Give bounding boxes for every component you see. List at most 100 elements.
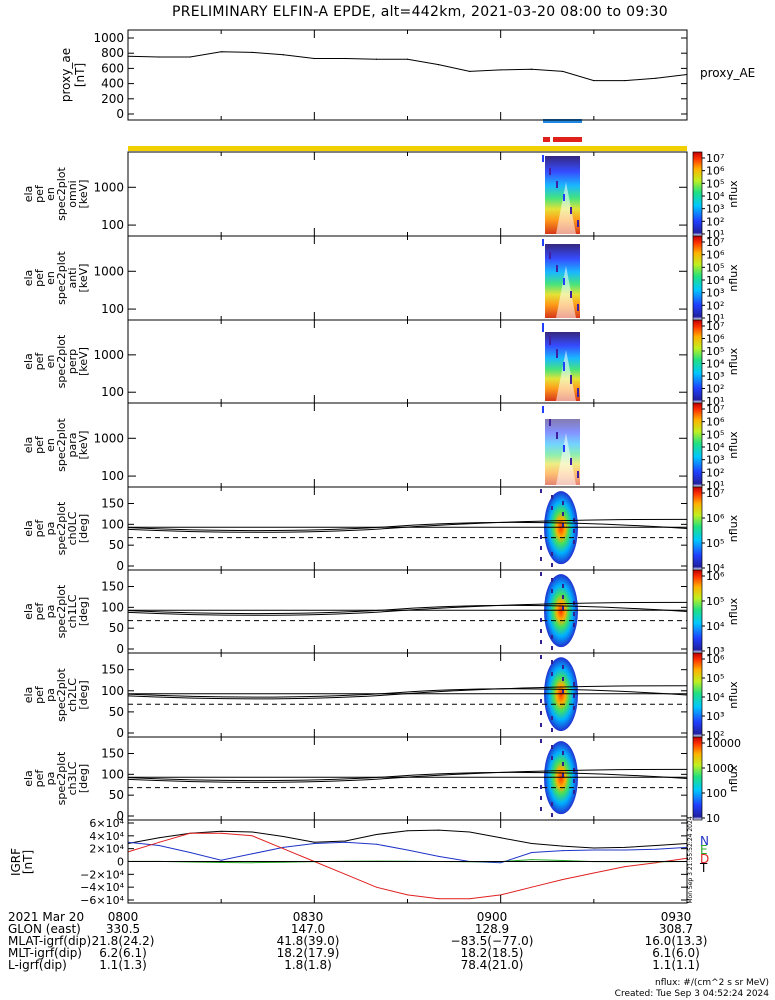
spec-speckle (570, 378, 572, 381)
spec-tick-label: 1000 (93, 431, 124, 445)
colorbar-label: 10⁷ (706, 487, 724, 500)
igrf-point-T (251, 831, 253, 833)
colorbar-label: 10⁷ (706, 320, 724, 333)
spec-speckle (549, 342, 551, 345)
ae-ylabel: proxy_ae (59, 48, 73, 102)
pa-ylabel: spec2plot (55, 668, 68, 722)
spec-anti-data (542, 239, 580, 318)
pa-speckle (551, 672, 553, 676)
pa-ch0LC-data (127, 489, 688, 567)
colorbar-label: 10² (706, 215, 724, 228)
spec-speckle (563, 282, 565, 285)
ae-point (158, 56, 160, 58)
spec-ylabel: pef (33, 268, 46, 287)
spec-ylabel: en (44, 271, 57, 285)
colorbar-label: 10⁷ (706, 403, 724, 416)
pa-speckle (551, 506, 553, 510)
side-stamp: Mon Sep 3 21:55:52:24 2024 (687, 816, 694, 903)
igrf-point-T (593, 847, 595, 849)
spec-para-data (542, 406, 580, 485)
colorbar-label: 10² (706, 466, 724, 479)
spec-ylabel: [keV] (77, 180, 90, 209)
colorbar-label: 100 (706, 787, 727, 800)
spec-speckle (570, 211, 572, 214)
igrf-tick-label: −4×10⁴ (80, 881, 124, 894)
pa-speckle (540, 785, 542, 789)
igrf-point-N (562, 850, 564, 852)
pa-speckle (573, 612, 575, 616)
pa-speckle (540, 807, 542, 811)
spec-speckle (570, 458, 572, 461)
igrf-point-N (407, 849, 408, 851)
pa-speckle (562, 512, 564, 516)
spec-speckle (563, 445, 565, 448)
igrf-tick-label: 2×10⁴ (89, 843, 124, 856)
table-cell: 18.2(17.9) (277, 946, 340, 960)
table-cell: 18.2(18.5) (461, 946, 524, 960)
igrf-point-D (469, 898, 471, 900)
igrf-point-N (375, 843, 377, 845)
ae-point (313, 57, 315, 60)
igrf-series-D (127, 832, 688, 900)
igrf-point-T (500, 837, 502, 839)
colorbar-label: 10⁷ (706, 236, 724, 249)
igrf-point-T (562, 845, 564, 847)
pa-tick-label: 0 (116, 642, 124, 656)
spec-ylabel: [keV] (77, 347, 90, 376)
spec-perp-data (542, 323, 580, 401)
spec-omni-gap (556, 182, 576, 234)
pa-ch2LC-data (127, 655, 688, 732)
pa-speckle (562, 689, 564, 693)
colorbar-label: 10⁴ (706, 691, 725, 704)
colorbar-3 (692, 319, 703, 404)
spec-speckle (542, 408, 544, 411)
ae-point (189, 56, 191, 58)
spec-speckle (563, 447, 565, 450)
pa-speckle (551, 589, 553, 593)
spec-speckle (556, 267, 558, 270)
ae-series-label: proxy_AE (700, 66, 755, 80)
table-cell: 147.0 (291, 922, 325, 936)
pa-ylabel: [deg] (77, 597, 90, 626)
spec-speckle (556, 265, 558, 268)
colorbar-label: 10000 (706, 737, 741, 750)
ae-ylabel-unit: [nT] (73, 63, 87, 87)
spec-tick-label: 100 (101, 469, 124, 483)
igrf-point-N (189, 852, 191, 854)
spec-speckle (577, 388, 579, 391)
igrf-point-N (624, 849, 626, 851)
colorbar-unit: nflux (727, 597, 740, 625)
spec-speckle (556, 436, 558, 439)
pa-speckle (540, 796, 542, 800)
table-cell: 1.1(1.3) (99, 958, 147, 972)
colorbar-label: 10⁵ (706, 345, 724, 358)
igrf-tick-label: −6×10⁴ (80, 894, 124, 907)
ae-point (220, 51, 222, 53)
igrf-point-E (251, 862, 253, 864)
igrf-point-N (655, 848, 657, 850)
pa-ylabel: pef (33, 602, 46, 621)
spec-ylabel: para (66, 433, 79, 458)
pa-speckle (562, 773, 564, 777)
pa-speckle (573, 694, 575, 698)
igrf-point-N (282, 846, 284, 848)
spec-ylabel: spec2plot (55, 251, 68, 305)
pa-loss-cone-line (127, 688, 688, 698)
spec-speckle (577, 304, 579, 307)
pa-loss-cone-line (127, 521, 688, 532)
spec-ylabel: spec2plot (55, 334, 68, 388)
igrf-point-N (531, 852, 533, 854)
science-zone-bar-blue (543, 119, 582, 123)
igrf-point-D (158, 841, 160, 843)
igrf-ylabel: IGRF (9, 848, 23, 876)
spec-speckle (549, 419, 551, 422)
igrf-series-T (127, 829, 688, 849)
spec-tick-label: 100 (101, 302, 124, 316)
pa-speckle (540, 640, 542, 644)
pa-ylabel: ela (22, 770, 35, 787)
pa-ch1LC-panel-frame (127, 569, 688, 654)
spec-speckle (542, 157, 544, 160)
ae-point (437, 64, 440, 66)
colorbar-label: 10¹ (706, 395, 724, 408)
table-cell: 1.8(1.8) (284, 958, 332, 972)
